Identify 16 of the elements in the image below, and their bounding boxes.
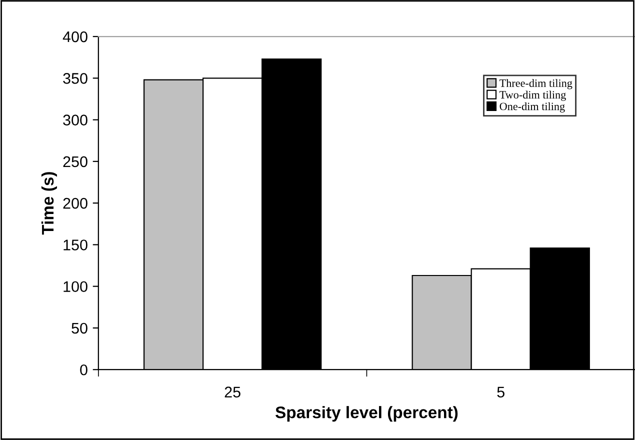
y-axis-title: Time (s) bbox=[41, 172, 57, 235]
legend-label: Two-dim tiling bbox=[500, 90, 566, 101]
y-tick-label: 250 bbox=[63, 156, 88, 168]
x-tick-label: 25 bbox=[224, 386, 240, 398]
y-tick-label: 150 bbox=[64, 240, 88, 250]
y-tick-label: 300 bbox=[63, 114, 88, 126]
legend-label: One-dim tiling bbox=[500, 102, 565, 112]
y-tick-label: 350 bbox=[63, 73, 88, 84]
x-axis-title: Sparsity level (percent) bbox=[275, 406, 458, 422]
y-tick-label: 200 bbox=[63, 198, 88, 209]
y-tick-label: 50 bbox=[72, 322, 88, 334]
y-tick-label: 100 bbox=[64, 281, 88, 292]
x-tick-label: 5 bbox=[497, 386, 504, 398]
legend-label: Three-dim tiling bbox=[500, 79, 572, 90]
y-tick-label: 0 bbox=[80, 364, 88, 376]
y-tick-label: 400 bbox=[62, 31, 88, 42]
